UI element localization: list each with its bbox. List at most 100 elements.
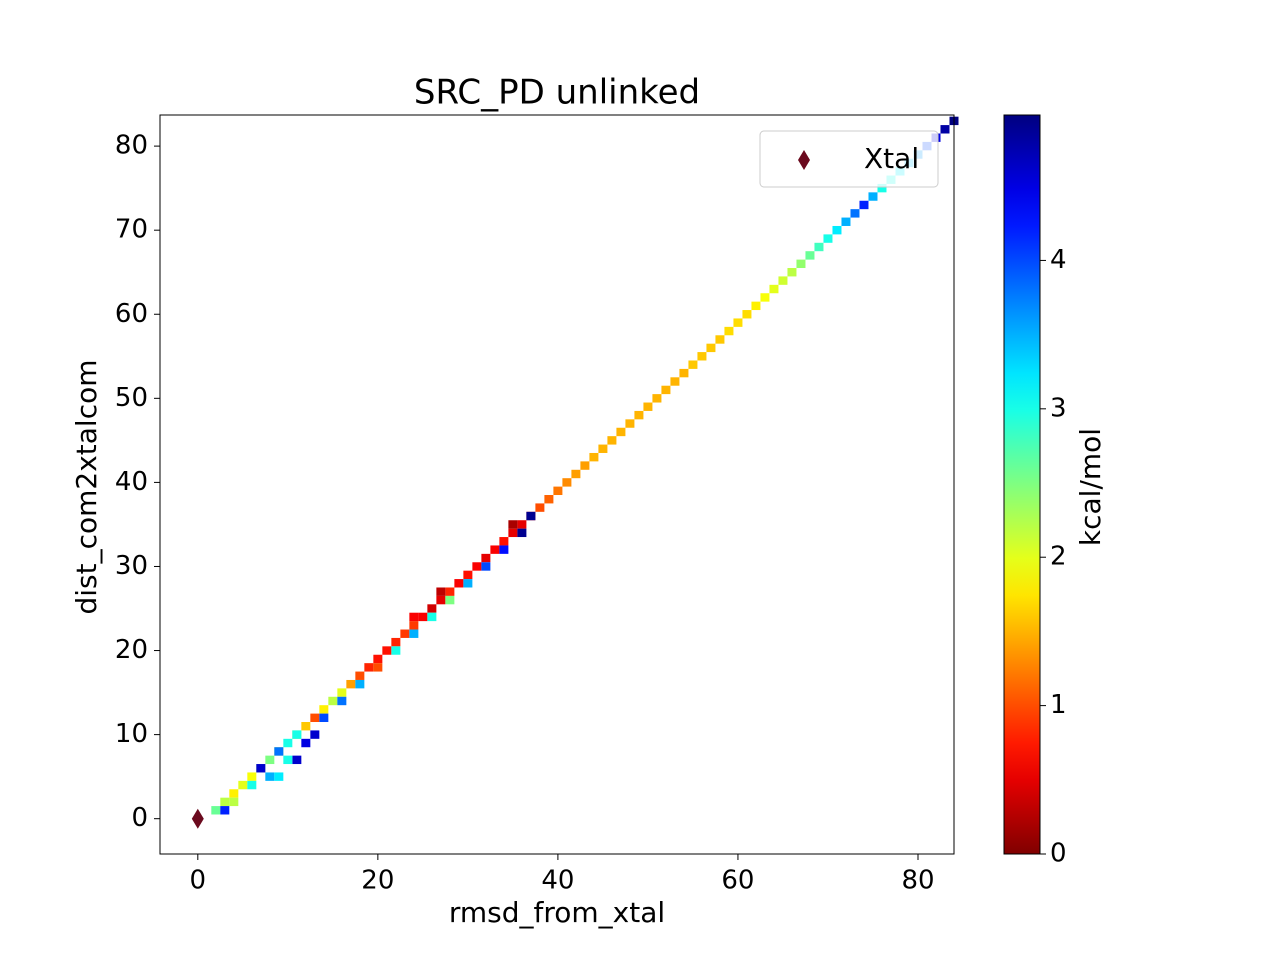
y-tick-label: 80 (115, 131, 148, 161)
heatmap-cell (841, 217, 851, 226)
heatmap-cell (625, 419, 635, 428)
heatmap-cell (436, 587, 446, 596)
heatmap-cell (760, 293, 770, 302)
heatmap-cell (688, 360, 698, 369)
heatmap-cell (823, 234, 833, 243)
heatmap-cell (616, 427, 626, 437)
heatmap-cell (751, 301, 761, 311)
heatmap-cell (634, 410, 644, 420)
heatmap-cell (544, 495, 554, 504)
heatmap-cell (229, 789, 239, 798)
heatmap-cell (355, 679, 365, 689)
y-tick-label: 10 (115, 719, 148, 749)
heatmap-cell (220, 797, 230, 807)
heatmap-cell (499, 545, 509, 554)
y-tick-label: 60 (115, 299, 148, 329)
colorbar-label: kcal/mol (1074, 428, 1107, 546)
heatmap-cell (517, 520, 527, 529)
heatmap-cell (409, 612, 419, 622)
heatmap-cell (391, 646, 401, 655)
heatmap-cell (598, 444, 608, 453)
heatmap-cell (562, 478, 572, 487)
heatmap-cell (481, 553, 491, 563)
heatmap-cell (517, 528, 527, 538)
heatmap-cell (256, 764, 266, 773)
heatmap-cell (346, 679, 356, 689)
heatmap-cell (679, 368, 689, 378)
heatmap-cell (445, 595, 455, 605)
heatmap-cell (472, 562, 482, 571)
heatmap-cell (238, 780, 248, 790)
heatmap-cell (247, 772, 257, 781)
colorbar-tick-label: 3 (1050, 393, 1067, 423)
y-tick-label: 30 (115, 551, 148, 581)
heatmap-cell (247, 780, 257, 790)
y-axis-label: dist_com2xtalcom (70, 359, 103, 614)
heatmap-cell (328, 696, 338, 706)
heatmap-cell (274, 747, 284, 756)
heatmap-cell (589, 452, 599, 462)
colorbar-tick-label: 1 (1050, 690, 1067, 720)
x-tick-label: 60 (721, 866, 754, 896)
y-tick-label: 20 (115, 635, 148, 665)
heatmap-cell (301, 722, 311, 731)
heatmap-cell (301, 738, 311, 748)
heatmap-cell (832, 225, 842, 235)
heatmap-cell (274, 772, 284, 781)
heatmap-cell (382, 646, 392, 655)
heatmap-cell (463, 570, 473, 580)
marker (191, 808, 204, 829)
heatmap-cell (283, 755, 293, 765)
heatmap-cell (526, 511, 536, 521)
colorbar (1003, 114, 1041, 855)
heatmap-cell (292, 730, 302, 739)
heatmap-cell (391, 637, 401, 647)
heatmap-cell (229, 797, 239, 807)
heatmap-cell (508, 520, 518, 529)
heatmap-cell (706, 343, 716, 353)
colorbar-tick-label: 0 (1050, 839, 1067, 869)
heatmap-cell (805, 251, 815, 260)
heatmap-cell (670, 377, 680, 386)
x-tick-label: 80 (901, 866, 934, 896)
heatmap-cell (400, 629, 410, 638)
heatmap-cell (868, 192, 878, 201)
heatmap-cell (643, 402, 653, 411)
heatmap-cell (310, 713, 320, 723)
x-tick-label: 0 (190, 866, 207, 896)
heatmap-cell (787, 268, 797, 277)
heatmap-cell (283, 738, 293, 748)
heatmap-cell (499, 537, 509, 546)
heatmap-cell (265, 755, 275, 765)
heatmap-cell (769, 284, 779, 294)
heatmap-cell (796, 259, 806, 269)
heatmap-cell (409, 629, 419, 638)
heatmap-cell (742, 310, 752, 319)
heatmap-cell (436, 595, 446, 605)
heatmap-cell (337, 696, 347, 706)
heatmap-cell (778, 276, 788, 285)
heatmap-cell (373, 654, 383, 664)
legend-box (759, 130, 939, 188)
y-tick-label: 50 (115, 383, 148, 413)
heatmap-cell (463, 579, 473, 588)
legend-marker (798, 150, 810, 170)
heatmap-cell (724, 326, 734, 336)
heatmap-cell (292, 755, 302, 765)
heatmap-cell (211, 806, 221, 815)
heatmap-cell (418, 612, 428, 622)
heatmap-cell (814, 242, 824, 252)
heatmap-cell (571, 469, 581, 479)
heatmap-cell (310, 730, 320, 739)
x-axis-label: rmsd_from_xtal (449, 896, 665, 929)
heatmap-cell (607, 436, 617, 445)
heatmap-cell (481, 562, 491, 571)
x-tick-label: 40 (541, 866, 574, 896)
heatmap-cell (220, 806, 230, 815)
heatmap-cell (715, 335, 725, 344)
heatmap-cell (373, 663, 383, 672)
colorbar-tick-label: 4 (1050, 245, 1067, 275)
y-tick-label: 40 (115, 467, 148, 497)
